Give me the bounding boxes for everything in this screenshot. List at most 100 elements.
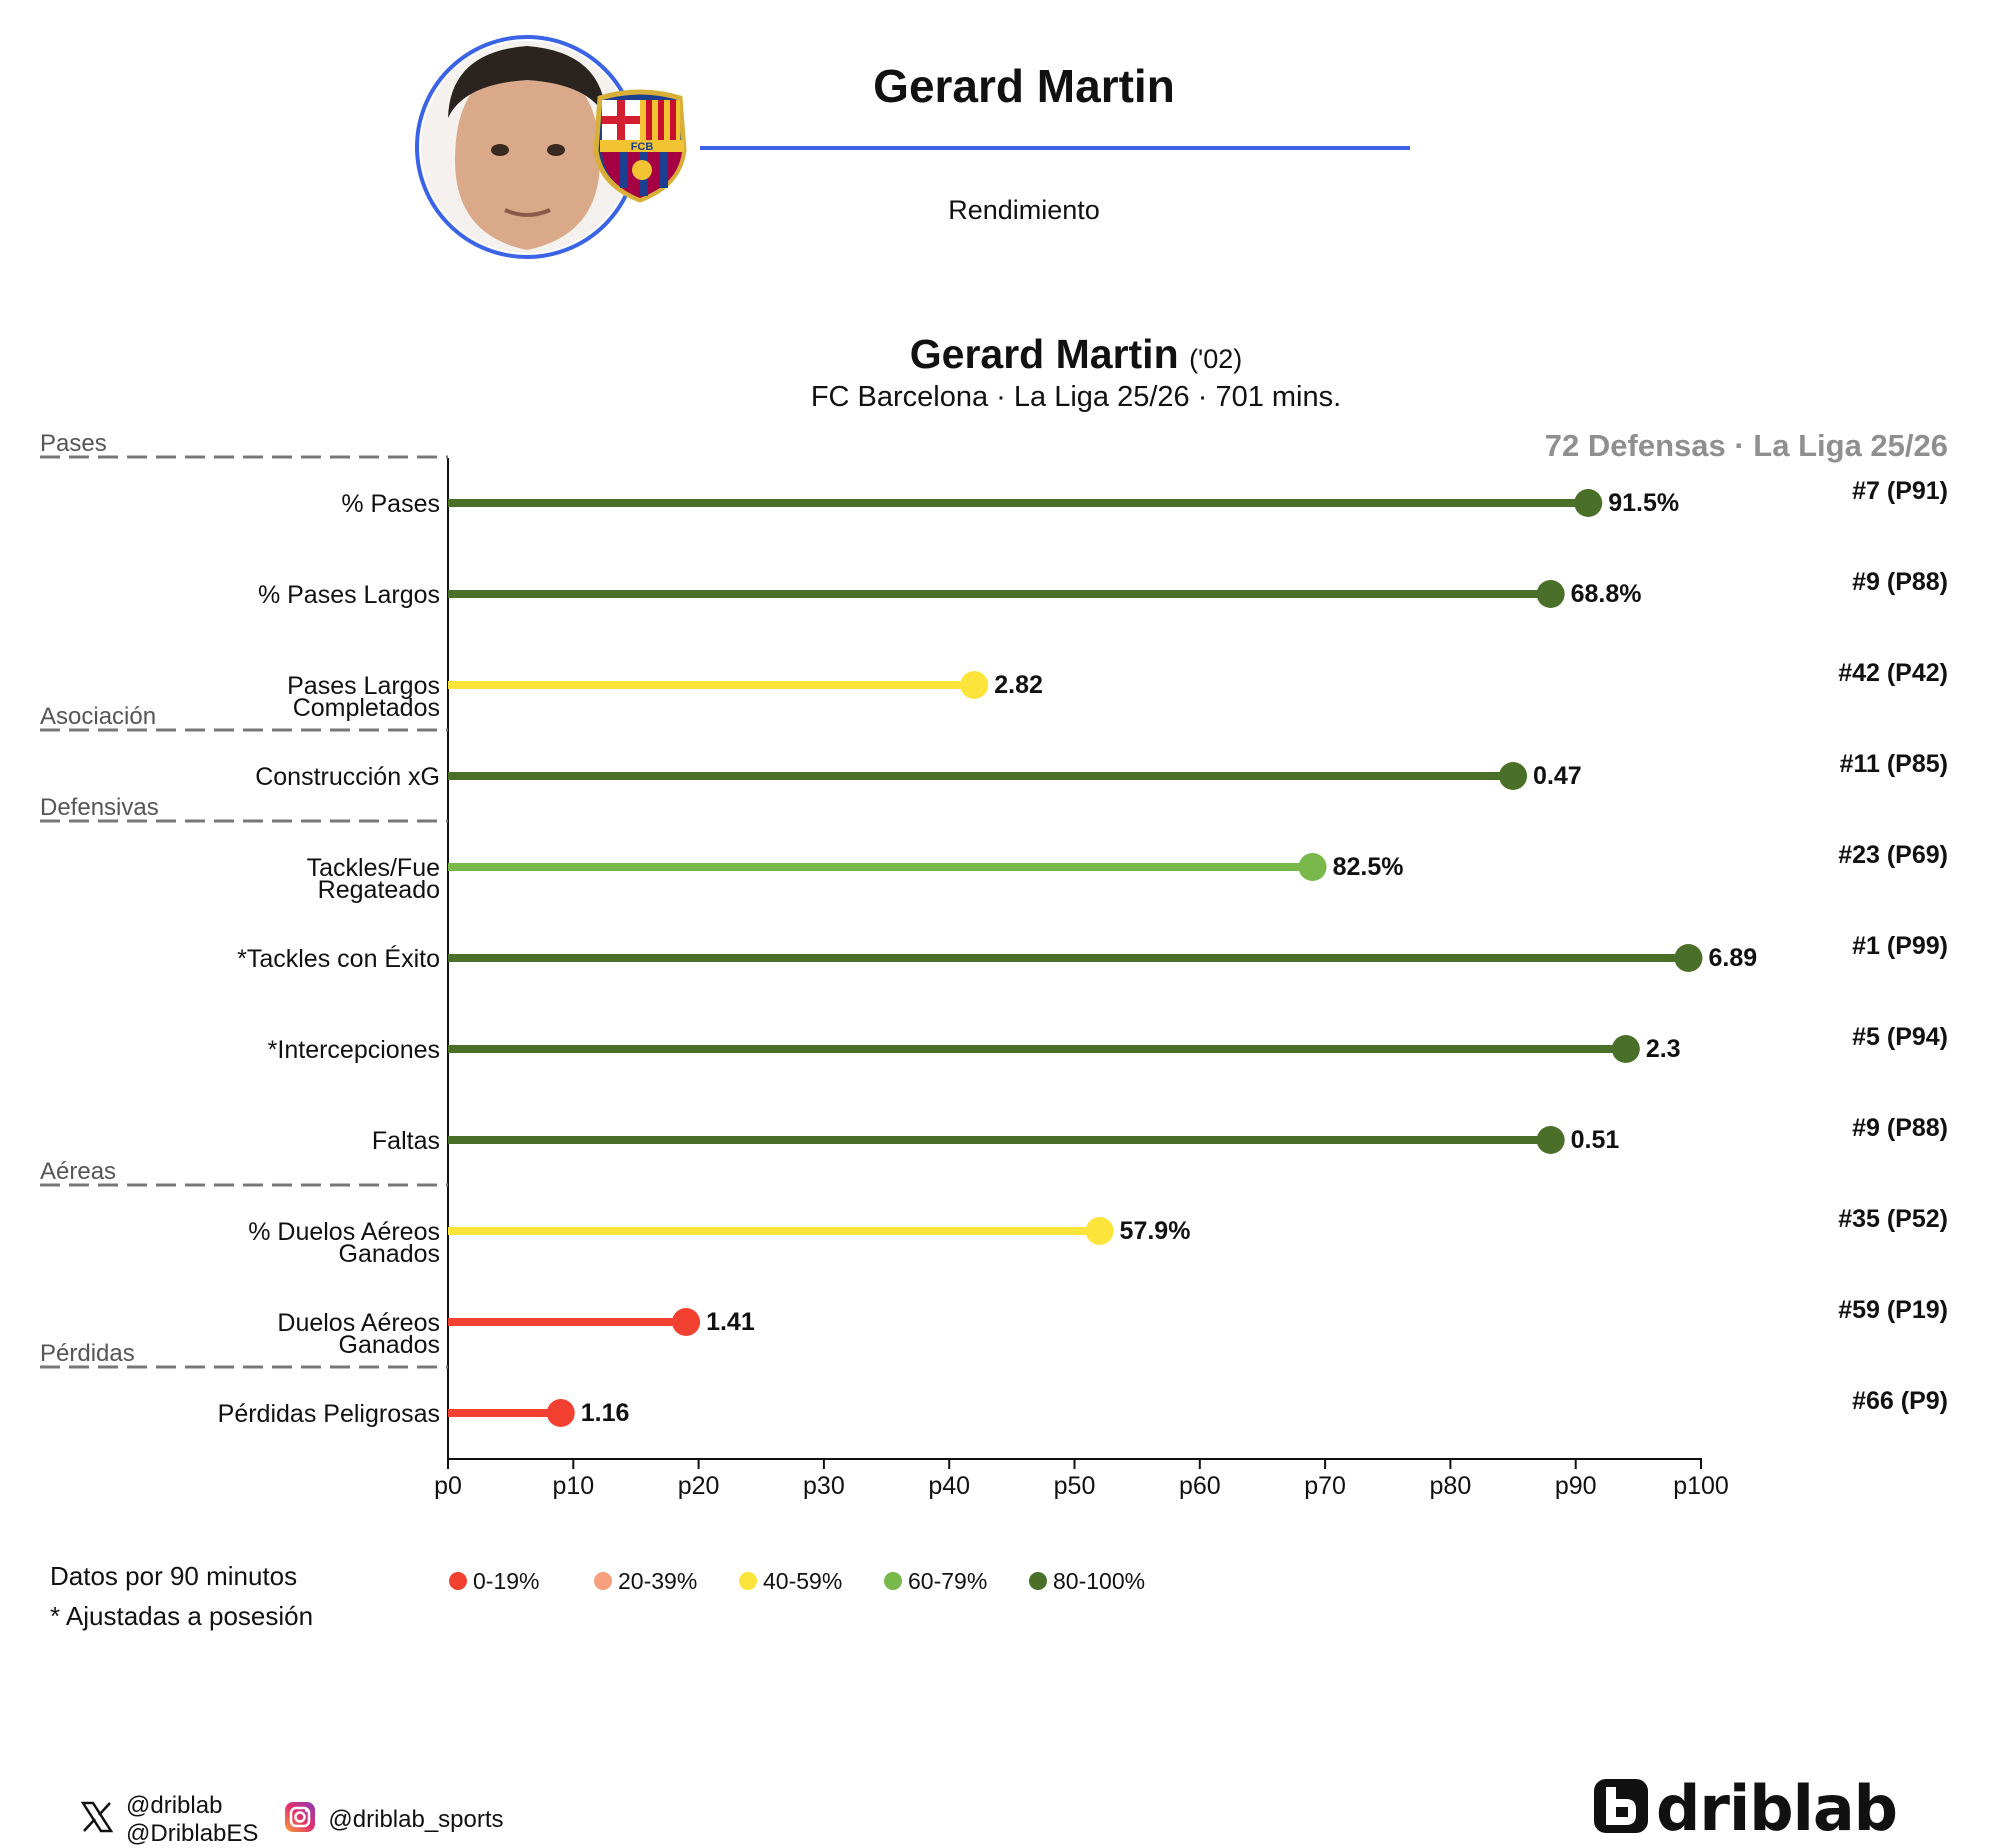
metric-label: *Intercepciones — [268, 1036, 440, 1064]
metric-label-line: Faltas — [372, 1127, 440, 1155]
metric-rank: #5 (P94) — [1852, 1023, 1948, 1051]
metric-value: 1.16 — [581, 1399, 630, 1427]
metric-row: Tackles/Fue Regateado 82.5% #23 (P69) — [307, 841, 1948, 904]
metric-point — [1674, 944, 1703, 972]
metric-label-line: Ganados — [339, 1331, 440, 1359]
metric-label: *Tackles con Éxito — [237, 944, 440, 973]
metric-label: Tackles/Fue Regateado — [307, 854, 440, 904]
metric-value: 68.8% — [1571, 580, 1642, 608]
legend-swatch — [594, 1572, 612, 1590]
legend-swatch — [739, 1572, 757, 1590]
section-label: Pérdidas — [40, 1340, 135, 1367]
metric-label: Duelos Aéreos Ganados — [277, 1309, 440, 1359]
metric-rank: #42 (P42) — [1838, 659, 1948, 687]
metric-point — [546, 1399, 575, 1427]
metric-label-line: Regateado — [318, 876, 440, 904]
metric-rank: #9 (P88) — [1852, 1114, 1948, 1142]
metric-point — [1298, 853, 1327, 881]
metric-point — [1611, 1035, 1640, 1063]
metric-value: 1.41 — [706, 1308, 755, 1336]
metric-label-line: Construcción xG — [255, 763, 440, 791]
x-tick-label: p40 — [928, 1472, 970, 1500]
legend-item: 80-100% — [1029, 1568, 1145, 1594]
legend-swatch — [884, 1572, 902, 1590]
metric-row: Pérdidas Peligrosas 1.16 #66 (P9) — [218, 1387, 1948, 1428]
legend-label: 0-19% — [473, 1568, 539, 1594]
x-tick-label: p90 — [1555, 1472, 1597, 1500]
metric-label: Pérdidas Peligrosas — [218, 1400, 440, 1428]
instagram-handle[interactable]: @driblab_sports — [328, 1806, 504, 1833]
metric-label: % Duelos Aéreos Ganados — [248, 1218, 440, 1268]
note-per90: Datos por 90 minutos — [50, 1561, 298, 1591]
x-handle-primary[interactable]: @driblab — [126, 1792, 223, 1819]
driblab-mark-icon — [1592, 1777, 1650, 1840]
legend-swatch — [449, 1572, 467, 1590]
metric-row: % Pases Largos 68.8% #9 (P88) — [258, 568, 1948, 609]
x-tick-label: p10 — [552, 1472, 594, 1500]
metric-point — [1499, 762, 1528, 790]
x-tick-label: p20 — [678, 1472, 720, 1500]
legend-label: 60-79% — [908, 1568, 987, 1594]
chart-title-year: ('02) — [1189, 344, 1242, 374]
x-logo-icon[interactable] — [80, 1800, 114, 1841]
metric-label-line: *Tackles con Éxito — [237, 944, 440, 973]
metric-label-line: Duelos Aéreos — [277, 1309, 440, 1337]
metric-label-line: Pérdidas Peligrosas — [218, 1400, 440, 1428]
legend-item: 60-79% — [884, 1568, 987, 1594]
section-label: Defensivas — [40, 794, 159, 821]
metric-value: 2.82 — [994, 671, 1043, 699]
x-axis-ticks: p0 p10 p20 p30 p40 p50 p60 p70 p80 p90 p100 — [434, 1459, 1729, 1500]
driblab-logo: driblab — [1592, 1772, 1898, 1845]
legend-label: 20-39% — [618, 1568, 697, 1594]
legend-swatch — [1029, 1572, 1047, 1590]
metric-label-line: Pases Largos — [287, 672, 440, 700]
x-tick-label: p60 — [1179, 1472, 1221, 1500]
metric-label-line: *Intercepciones — [268, 1036, 440, 1064]
metric-rank: #66 (P9) — [1852, 1387, 1948, 1415]
metric-rank: #35 (P52) — [1838, 1205, 1948, 1233]
x-tick-label: p50 — [1054, 1472, 1096, 1500]
metric-point — [1574, 489, 1603, 517]
metric-row: Construcción xG 0.47 #11 (P85) — [255, 750, 1948, 791]
metric-label: Construcción xG — [255, 763, 440, 791]
section-label: Pases — [40, 430, 107, 457]
chart-title: Gerard Martin ('02) — [910, 331, 1242, 377]
metric-row: *Intercepciones 2.3 #5 (P94) — [268, 1023, 1948, 1064]
x-tick-label: p30 — [803, 1472, 845, 1500]
section-dividers: Pases Asociación Defensivas Aéreas Pérdidas — [40, 430, 448, 1369]
legend-item: 20-39% — [594, 1568, 697, 1594]
metric-row: Pases Largos Completados 2.82 #42 (P42) — [287, 659, 1948, 722]
note-possession: * Ajustadas a posesión — [50, 1601, 314, 1631]
section-label: Asociación — [40, 703, 156, 730]
legend-item: 40-59% — [739, 1568, 842, 1594]
legend-label: 80-100% — [1053, 1568, 1145, 1594]
x-tick-label: p0 — [434, 1472, 462, 1500]
color-legend: 0-19% 20-39% 40-59% 60-79% 80-100% — [449, 1568, 1145, 1594]
metric-rank: #11 (P85) — [1840, 750, 1948, 778]
chart-title-name: Gerard Martin — [910, 331, 1179, 377]
metric-value: 91.5% — [1608, 489, 1679, 517]
metric-rank: #1 (P99) — [1852, 932, 1948, 960]
metric-row: Faltas 0.51 #9 (P88) — [372, 1114, 1948, 1155]
metric-point — [960, 671, 989, 699]
x-tick-label: p100 — [1673, 1472, 1729, 1500]
metric-row: *Tackles con Éxito 6.89 #1 (P99) — [237, 932, 1948, 973]
instagram-icon[interactable] — [284, 1801, 316, 1840]
metric-label-line: Ganados — [339, 1240, 440, 1268]
metric-value: 57.9% — [1120, 1217, 1191, 1245]
x-tick-label: p70 — [1304, 1472, 1346, 1500]
metric-rows: % Pases 91.5% #7 (P91) % Pases Largos 68.8% #… — [218, 477, 1948, 1428]
driblab-wordmark: driblab — [1656, 1772, 1898, 1845]
metric-label: Faltas — [372, 1127, 440, 1155]
metric-value: 2.3 — [1646, 1035, 1681, 1063]
x-handle-secondary[interactable]: @DriblabES — [126, 1820, 259, 1847]
metric-label-line: % Pases — [341, 490, 440, 518]
metric-point — [672, 1308, 701, 1336]
section-label: Aéreas — [40, 1158, 116, 1185]
metric-value: 0.51 — [1571, 1126, 1620, 1154]
metric-rank: #23 (P69) — [1838, 841, 1948, 869]
metric-label: % Pases — [341, 490, 440, 518]
metric-row: % Duelos Aéreos Ganados 57.9% #35 (P52) — [248, 1205, 1948, 1268]
metric-row: % Pases 91.5% #7 (P91) — [341, 477, 1948, 518]
